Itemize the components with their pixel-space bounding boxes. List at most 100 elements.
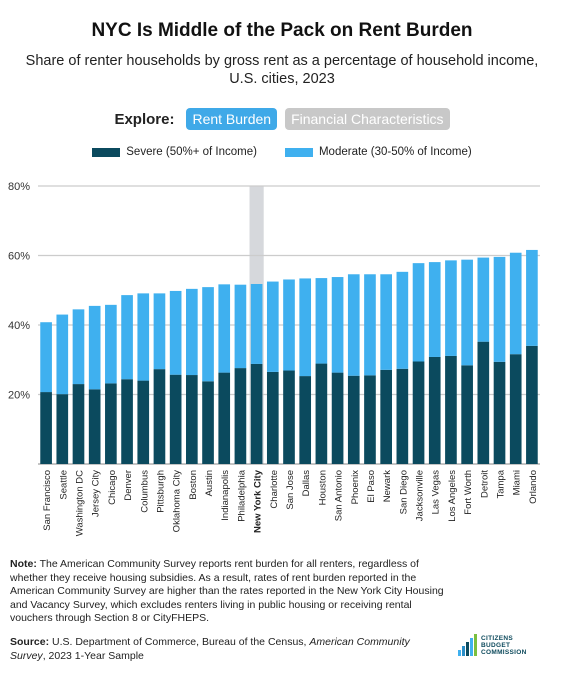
stacked-bar-chart: 20% 40% 60% 80% San Francisco Seattle Washingt… [8, 181, 540, 536]
x-tick-label: San Antonio [334, 470, 345, 521]
bar-severe [299, 376, 312, 464]
x-tick-label: New York City [253, 469, 264, 533]
bar-severe [121, 379, 133, 464]
x-tick-label: Jersey City [91, 470, 102, 517]
x-tick-label: Chicago [107, 470, 118, 505]
bar-severe [88, 389, 101, 464]
bar-severe [283, 370, 295, 464]
bar-moderate [218, 284, 231, 373]
x-tick-label: Tampa [496, 469, 507, 498]
bar-moderate [477, 257, 490, 342]
bar-severe [169, 374, 182, 464]
x-tick-label: San Jose [285, 470, 296, 510]
legend-swatch-severe [92, 147, 121, 157]
explore-financial-characteristics-button[interactable]: Financial Characteristics [285, 108, 450, 130]
x-tick-label: Indianapolis [220, 470, 231, 521]
bar-severe [186, 375, 198, 464]
bar-moderate [186, 288, 198, 376]
bar-moderate [137, 293, 150, 381]
x-tick-label: Newark [382, 470, 393, 502]
x-tick-label: Phoenix [350, 470, 361, 505]
y-tick-label: 80% [8, 181, 30, 193]
bar-moderate [234, 284, 247, 369]
note-label: Note: [10, 558, 37, 570]
logo-line-2: BUDGET [481, 642, 511, 649]
bar-moderate [315, 278, 328, 364]
bar-severe [105, 383, 117, 464]
bar-severe [477, 341, 490, 464]
bar-severe [461, 365, 473, 464]
source: Source: U.S. Department of Commerce, Bur… [10, 636, 430, 663]
bar-moderate [331, 277, 344, 373]
x-tick-label: Pittsburgh [155, 470, 166, 513]
bar-moderate [428, 262, 441, 357]
bar-moderate [347, 274, 360, 376]
x-tick-label: Denver [123, 470, 134, 501]
bar-moderate [364, 274, 376, 376]
bar-moderate [202, 287, 214, 382]
x-tick-label: San Diego [398, 470, 409, 514]
legend-item-moderate: Moderate (30-50% of Income) [284, 146, 472, 158]
bar-severe [396, 368, 409, 464]
x-tick-label: Oklahoma City [172, 470, 183, 533]
bar-severe [412, 361, 425, 464]
bar-moderate [121, 295, 133, 380]
legend-label-severe: Severe (50%+ of Income) [126, 146, 257, 158]
x-tick-label: Columbus [139, 470, 150, 513]
source-italic: American Community Survey [10, 636, 410, 662]
bar-severe [56, 394, 69, 464]
chart-title: NYC Is Middle of the Pack on Rent Burden [91, 20, 473, 41]
bar-moderate [509, 252, 522, 355]
x-tick-label: Philadelphia [236, 469, 247, 521]
bar-severe [315, 363, 328, 464]
bar-severe [347, 375, 360, 464]
bar-severe [266, 371, 279, 464]
logo-text: CITIZENS BUDGET COMMISSION [481, 635, 527, 656]
bar-severe [526, 345, 538, 464]
x-tick-label: Houston [317, 470, 328, 505]
x-tick-label: Orlando [528, 470, 539, 504]
x-tick-label: Los Angeles [447, 470, 458, 522]
legend-label-moderate: Moderate (30-50% of Income) [318, 146, 472, 158]
note-text: The American Community Survey reports re… [10, 558, 444, 624]
bar-severe [218, 372, 231, 464]
bar-severe [331, 372, 344, 464]
bar-moderate [380, 274, 392, 370]
x-tick-label: Washington DC [74, 470, 85, 536]
source-text: U.S. Department of Commerce, Bureau of t… [49, 636, 310, 648]
legend-swatch-moderate [284, 147, 313, 157]
bar-moderate [493, 256, 506, 362]
logo-bars-icon [458, 634, 477, 656]
bar-moderate [266, 281, 279, 372]
bar-severe [72, 384, 85, 464]
bar-severe [137, 380, 150, 464]
bar-moderate [412, 263, 425, 362]
x-tick-label: Detroit [479, 470, 490, 498]
explore-rent-burden-button[interactable]: Rent Burden [186, 108, 278, 130]
bar-severe [509, 354, 522, 464]
chart-subtitle: Share of renter households by gross rent… [25, 53, 539, 87]
bar-severe [40, 392, 52, 464]
bar-severe [153, 369, 166, 464]
bar-moderate [299, 278, 312, 377]
x-tick-label: Charlotte [269, 470, 280, 509]
logo-line-3: COMMISSION [481, 649, 527, 656]
bar-moderate [153, 293, 166, 370]
x-tick-label: El Paso [366, 470, 377, 503]
explore-label: Explore: [114, 110, 175, 128]
bar-severe [234, 368, 247, 464]
bar-moderate [56, 314, 69, 395]
x-tick-label: Las Vegas [431, 470, 442, 515]
bar-severe [428, 356, 441, 464]
x-tick-label: Dallas [301, 470, 312, 497]
bar-severe [493, 361, 506, 464]
bar-moderate [396, 271, 409, 369]
explore-bar: Explore: Rent Burden Financial Character… [0, 108, 564, 130]
x-tick-label: Miami [512, 470, 523, 495]
x-tick-label: Austin [204, 470, 215, 496]
y-tick-label: 40% [8, 320, 30, 332]
bar-moderate [283, 279, 295, 371]
chart-legend: Severe (50%+ of Income) Moderate (30-50%… [0, 146, 564, 158]
bar-moderate [461, 259, 473, 366]
bar-moderate [72, 309, 85, 385]
